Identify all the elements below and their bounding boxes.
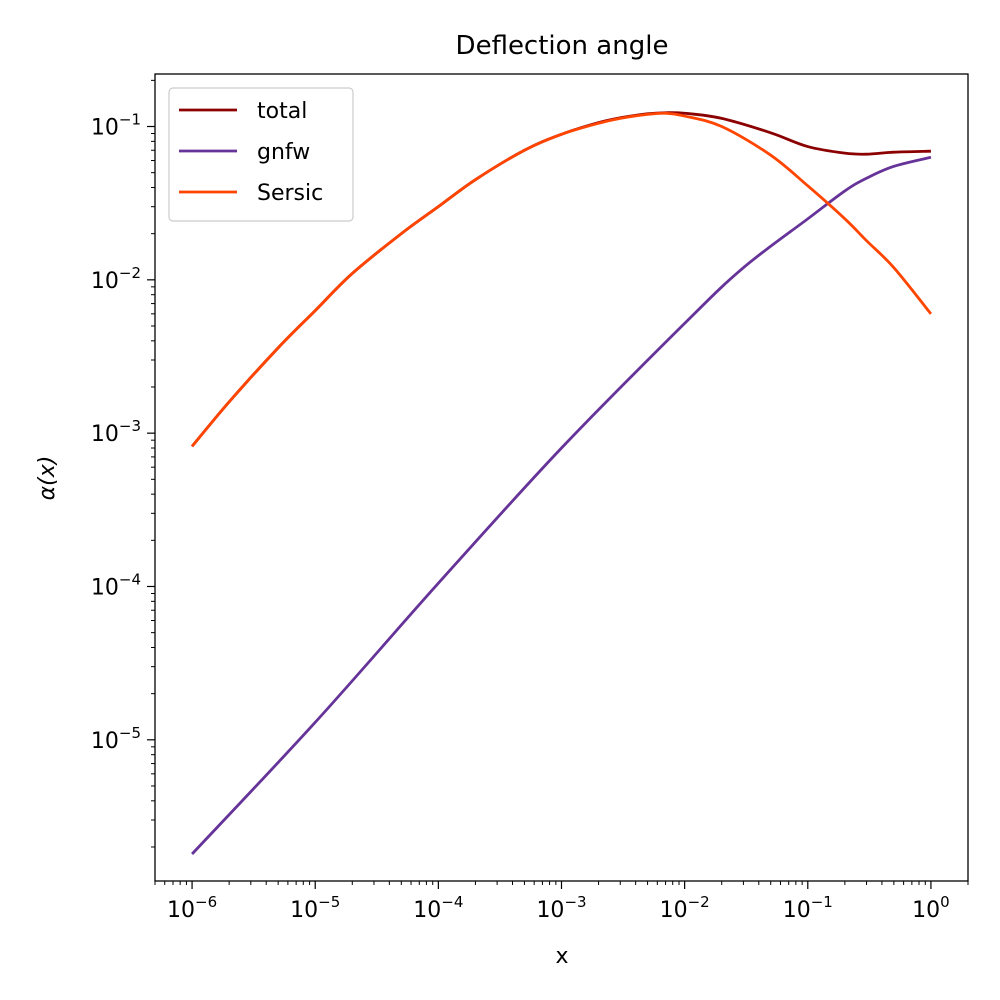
- y-tick-label: 10−4: [91, 570, 141, 600]
- legend: total gnfw Sersic: [168, 87, 354, 222]
- y-tick-label: 10−3: [91, 417, 141, 447]
- y-axis-label: α(x): [35, 456, 60, 501]
- x-axis-label: x: [555, 944, 568, 969]
- x-tick-label: 10−6: [167, 893, 217, 923]
- y-tick-label: 10−1: [91, 111, 141, 141]
- y-tick-label: 10−5: [91, 724, 141, 754]
- legend-label: Sersic: [257, 181, 323, 206]
- legend-box: [168, 87, 354, 222]
- x-tick-label: 10−3: [536, 893, 586, 923]
- chart-title: Deflection angle: [456, 31, 669, 61]
- x-tick-label: 100: [912, 893, 950, 923]
- x-tick-label: 10−2: [660, 893, 710, 923]
- plot-area: 10−6 10−5 10−4 10−3 10−2 10−1 100 10−5 10−4 10−3 1…: [91, 73, 969, 923]
- x-tick-label: 10−1: [783, 893, 833, 923]
- legend-label: gnfw: [257, 140, 310, 165]
- legend-label: total: [257, 99, 307, 124]
- series-line-sersic: [190, 111, 933, 448]
- series-line-gnfw: [191, 155, 932, 855]
- x-tick-label: 10−4: [413, 893, 463, 923]
- y-tick-label: 10−2: [91, 264, 141, 294]
- x-tick-label: 10−5: [290, 893, 340, 923]
